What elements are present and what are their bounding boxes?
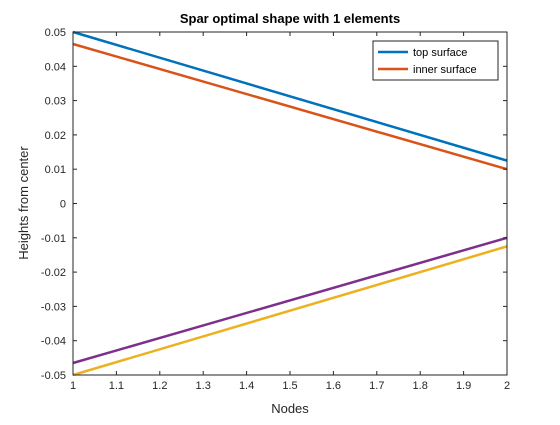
- legend: top surface inner surface: [372, 40, 499, 81]
- plot-area: [73, 32, 507, 375]
- chart-title: Spar optimal shape with 1 elements: [180, 11, 400, 26]
- legend-box: [372, 40, 499, 81]
- y-tick-label: 0: [60, 199, 66, 211]
- y-tick-label: 0.01: [45, 164, 66, 176]
- y-tick-label: 0.03: [45, 96, 66, 108]
- y-tick-label: -0.03: [41, 301, 66, 313]
- x-tick-label: 1.3: [196, 380, 211, 392]
- y-axis-label: Heights from center: [16, 146, 31, 260]
- x-tick-label: 1.7: [369, 380, 384, 392]
- x-tick-label: 1.4: [239, 380, 254, 392]
- series-line-4: [72, 236, 508, 365]
- x-tick-label: 2: [504, 380, 510, 392]
- x-tick-label: 1.6: [326, 380, 341, 392]
- x-tick-label: 1.1: [109, 380, 124, 392]
- y-tick-label: 0.05: [45, 27, 66, 39]
- x-tick-label: 1.8: [413, 380, 428, 392]
- legend-label: inner surface: [413, 64, 477, 76]
- y-tick-label: -0.05: [41, 370, 66, 382]
- x-axis-label: Nodes: [271, 401, 309, 416]
- series-line-2: [72, 42, 508, 171]
- y-tick-label: -0.01: [41, 233, 66, 245]
- x-tick-label: 1.9: [456, 380, 471, 392]
- x-tick-label: 1.5: [282, 380, 297, 392]
- y-tick-label: -0.04: [41, 336, 66, 348]
- series-line-3: [72, 245, 508, 377]
- x-tick-label: 1.2: [152, 380, 167, 392]
- y-tick-label: -0.02: [41, 267, 66, 279]
- series-line-1: [72, 30, 508, 162]
- y-tick-label: 0.04: [45, 61, 66, 73]
- legend-label: top surface: [413, 47, 467, 59]
- x-tick-label: 1: [70, 380, 76, 392]
- y-tick-label: 0.02: [45, 130, 66, 142]
